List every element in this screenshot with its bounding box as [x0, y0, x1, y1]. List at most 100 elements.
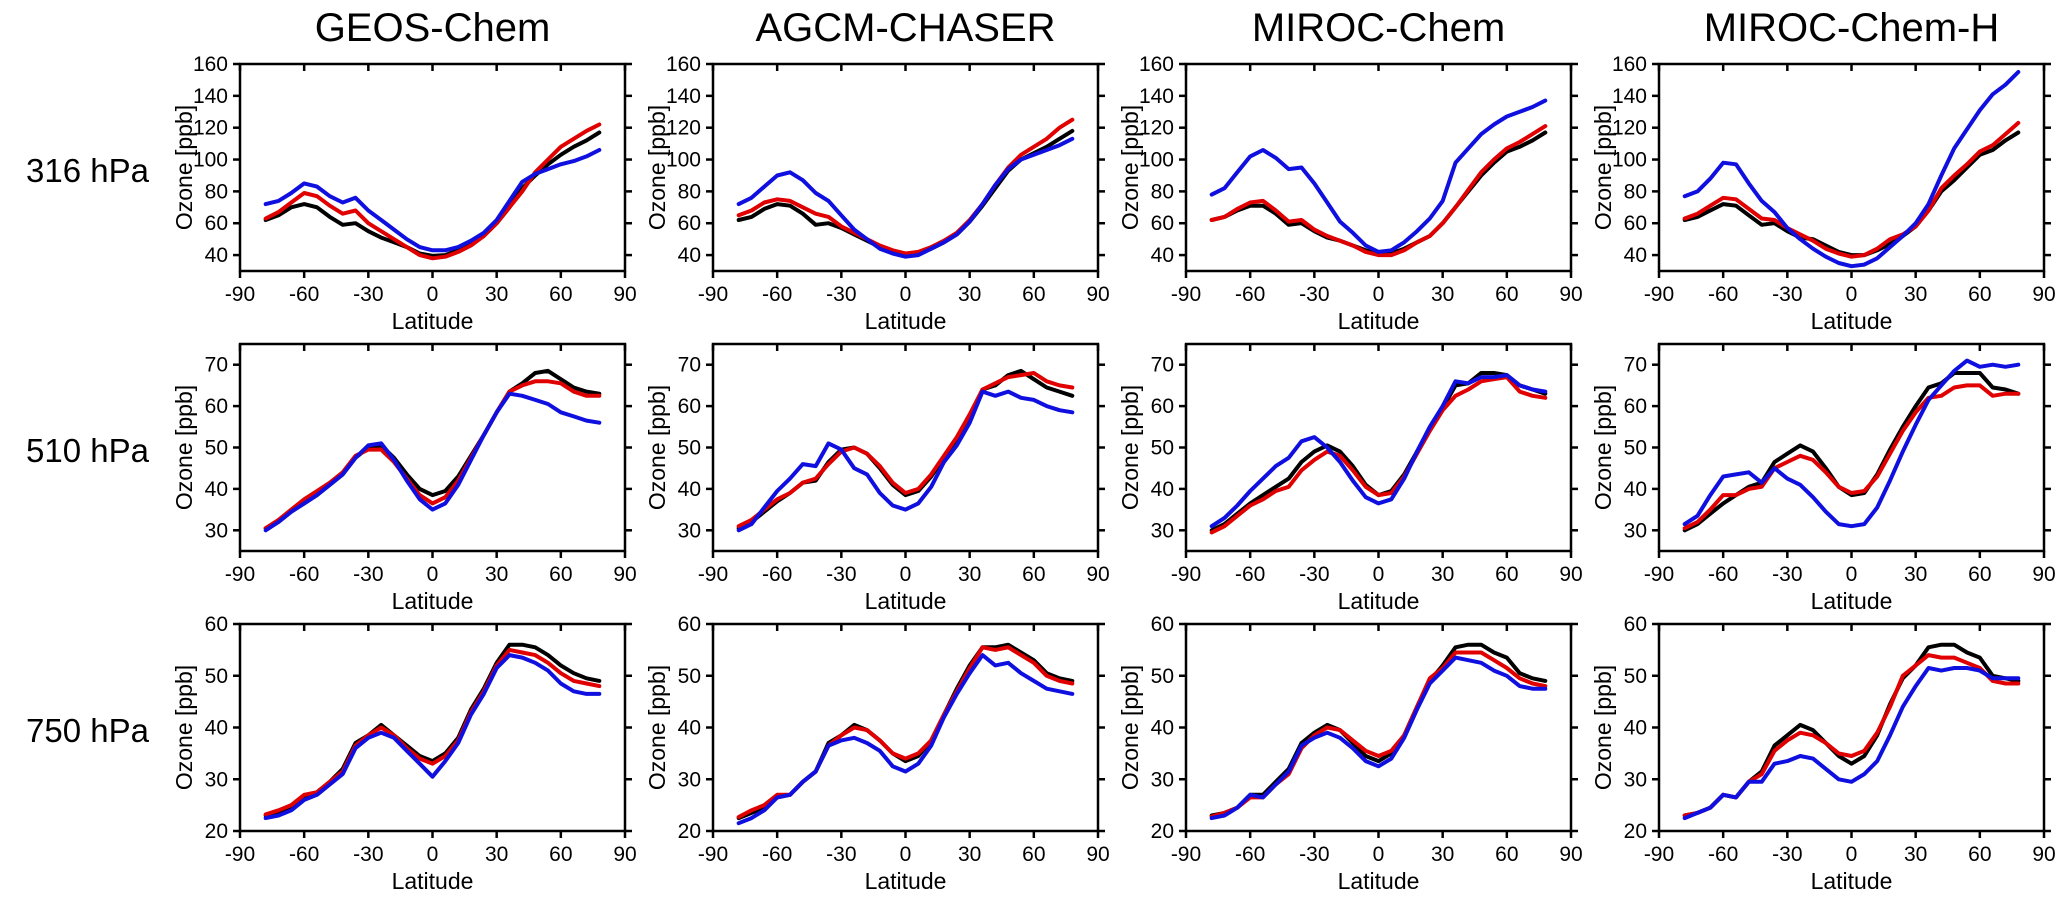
y-tick-label: 100	[1139, 149, 1174, 172]
series-line-blue	[1682, 666, 2021, 821]
y-tick-label: 40	[1151, 717, 1174, 740]
y-tick-label: 30	[1624, 768, 1647, 791]
x-tick-label: 90	[1086, 563, 1109, 586]
y-tick-label: 120	[1612, 117, 1647, 140]
x-axis-label: Latitude	[1338, 868, 1420, 894]
y-tick-label: 40	[1624, 717, 1647, 740]
x-tick-label: -90	[225, 563, 255, 586]
y-tick-label: 140	[1612, 85, 1647, 108]
series-line-red	[736, 371, 1075, 529]
y-axis-label: Ozone [ppb]	[1121, 385, 1143, 510]
x-tick-label: -30	[1772, 843, 1802, 866]
x-axis-label: Latitude	[865, 308, 947, 334]
x-tick-label: -90	[1171, 283, 1201, 306]
y-axis-label: Ozone [ppb]	[1594, 385, 1616, 510]
x-tick-label: 90	[1086, 283, 1109, 306]
y-tick-label: 50	[205, 665, 228, 688]
x-tick-label: 0	[427, 563, 439, 586]
y-tick-label: 40	[205, 244, 228, 267]
series-line-red	[1209, 375, 1548, 535]
series-line-red	[1209, 124, 1548, 258]
x-tick-label: -60	[762, 563, 792, 586]
x-tick-label: 30	[1431, 283, 1454, 306]
x-axis-label: Latitude	[392, 588, 474, 614]
x-tick-label: 60	[1495, 843, 1518, 866]
x-tick-label: -60	[762, 843, 792, 866]
y-tick-label: 20	[1624, 820, 1647, 843]
x-tick-label: 30	[485, 843, 508, 866]
y-tick-label: 100	[193, 149, 228, 172]
y-tick-label: 50	[1151, 437, 1174, 460]
y-tick-label: 40	[678, 244, 701, 267]
x-tick-label: 60	[1022, 563, 1045, 586]
y-tick-label: 50	[678, 665, 701, 688]
chart-svg: -90 -60 -30 0 30 60 90 40 60 80 100 120 140 160 Latitu…	[175, 56, 637, 334]
y-tick-label: 70	[1151, 354, 1174, 377]
x-tick-label: 30	[485, 283, 508, 306]
x-tick-label: 60	[549, 843, 572, 866]
y-axis-label: Ozone [ppb]	[175, 105, 197, 230]
series-line-blue	[736, 653, 1075, 826]
chart-750hpa-geos-chem: -90 -60 -30 0 30 60 90 20 30 40 50 60 Latitude Ozone …	[175, 616, 648, 896]
series-line-blue	[1209, 655, 1548, 821]
y-tick-label: 40	[678, 478, 701, 501]
x-tick-label: 90	[1559, 283, 1582, 306]
series-line-blue	[263, 653, 602, 821]
column-title-miroc-chem-h: MIROC-Chem-H	[1703, 6, 2000, 50]
series-line-black	[736, 128, 1075, 258]
series-line-red	[263, 647, 602, 817]
chart-316hpa-agcm-chaser: -90 -60 -30 0 30 60 90 40 60 80 100 120 140 160 Latitu…	[648, 56, 1121, 336]
chart-svg: -90 -60 -30 0 30 60 90 30 40 50 60 70 Latitude Ozone …	[175, 342, 637, 614]
x-tick-label: 60	[549, 563, 572, 586]
chart-316hpa-geos-chem: -90 -60 -30 0 30 60 90 40 60 80 100 120 140 160 Latitu…	[175, 56, 648, 336]
chart-510hpa-geos-chem: -90 -60 -30 0 30 60 90 30 40 50 60 70 Latitude Ozone …	[175, 336, 648, 616]
x-axis-label: Latitude	[1338, 308, 1420, 334]
column-titles-row: GEOS-Chem AGCM-CHASER MIROC-Chem MIROC-C…	[0, 0, 2067, 56]
y-tick-label: 40	[678, 717, 701, 740]
series-line-red	[1682, 120, 2021, 259]
x-tick-label: 90	[2032, 843, 2055, 866]
chart-316hpa-miroc-chem: -90 -60 -30 0 30 60 90 40 60 80 100 120 140 160 Latitu…	[1121, 56, 1594, 336]
y-tick-label: 70	[1624, 354, 1647, 377]
x-tick-label: -30	[353, 563, 383, 586]
x-tick-label: 30	[958, 283, 981, 306]
y-axis-label: Ozone [ppb]	[1121, 105, 1143, 230]
y-tick-label: 60	[1151, 616, 1174, 636]
y-tick-label: 80	[1624, 180, 1647, 203]
y-tick-label: 30	[678, 519, 701, 542]
series-line-black	[1682, 130, 2021, 258]
x-tick-label: -30	[826, 283, 856, 306]
row-label-510hpa: 510 hPa	[26, 432, 149, 469]
series-line-blue	[736, 389, 1075, 533]
series-line-blue	[736, 136, 1075, 259]
chart-svg: -90 -60 -30 0 30 60 90 20 30 40 50 60 Latitude Ozone …	[648, 616, 1110, 894]
series-line-blue	[1209, 373, 1548, 529]
y-tick-label: 70	[205, 354, 228, 377]
y-axis-label: Ozone [ppb]	[175, 665, 197, 790]
plot-box	[238, 342, 627, 553]
x-tick-label: 90	[613, 843, 636, 866]
y-tick-label: 140	[193, 85, 228, 108]
y-tick-label: 50	[205, 437, 228, 460]
x-tick-label: 90	[2032, 283, 2055, 306]
x-axis-label: Latitude	[865, 588, 947, 614]
y-tick-label: 40	[1151, 478, 1174, 501]
y-tick-label: 160	[1612, 56, 1647, 76]
plot-box	[1184, 622, 1573, 833]
chart-750hpa-agcm-chaser: -90 -60 -30 0 30 60 90 20 30 40 50 60 Latitude Ozone …	[648, 616, 1121, 896]
y-axis-label: Ozone [ppb]	[648, 385, 670, 510]
chart-svg: -90 -60 -30 0 30 60 90 30 40 50 60 70 Latitude Ozone …	[1121, 342, 1583, 614]
y-tick-label: 60	[1624, 212, 1647, 235]
series-line-red	[1682, 653, 2021, 818]
y-tick-label: 60	[678, 395, 701, 418]
x-tick-label: 0	[1846, 563, 1858, 586]
y-tick-label: 70	[678, 354, 701, 377]
x-tick-label: -30	[353, 843, 383, 866]
y-tick-label: 100	[1612, 149, 1647, 172]
x-tick-label: -60	[762, 283, 792, 306]
x-axis-label: Latitude	[392, 308, 474, 334]
chart-svg: -90 -60 -30 0 30 60 90 40 60 80 100 120 140 160 Latitu…	[1594, 56, 2056, 334]
y-tick-label: 100	[666, 149, 701, 172]
column-title-geos-chem: GEOS-Chem	[314, 6, 551, 50]
chart-svg: -90 -60 -30 0 30 60 90 40 60 80 100 120 140 160 Latitu…	[648, 56, 1110, 334]
